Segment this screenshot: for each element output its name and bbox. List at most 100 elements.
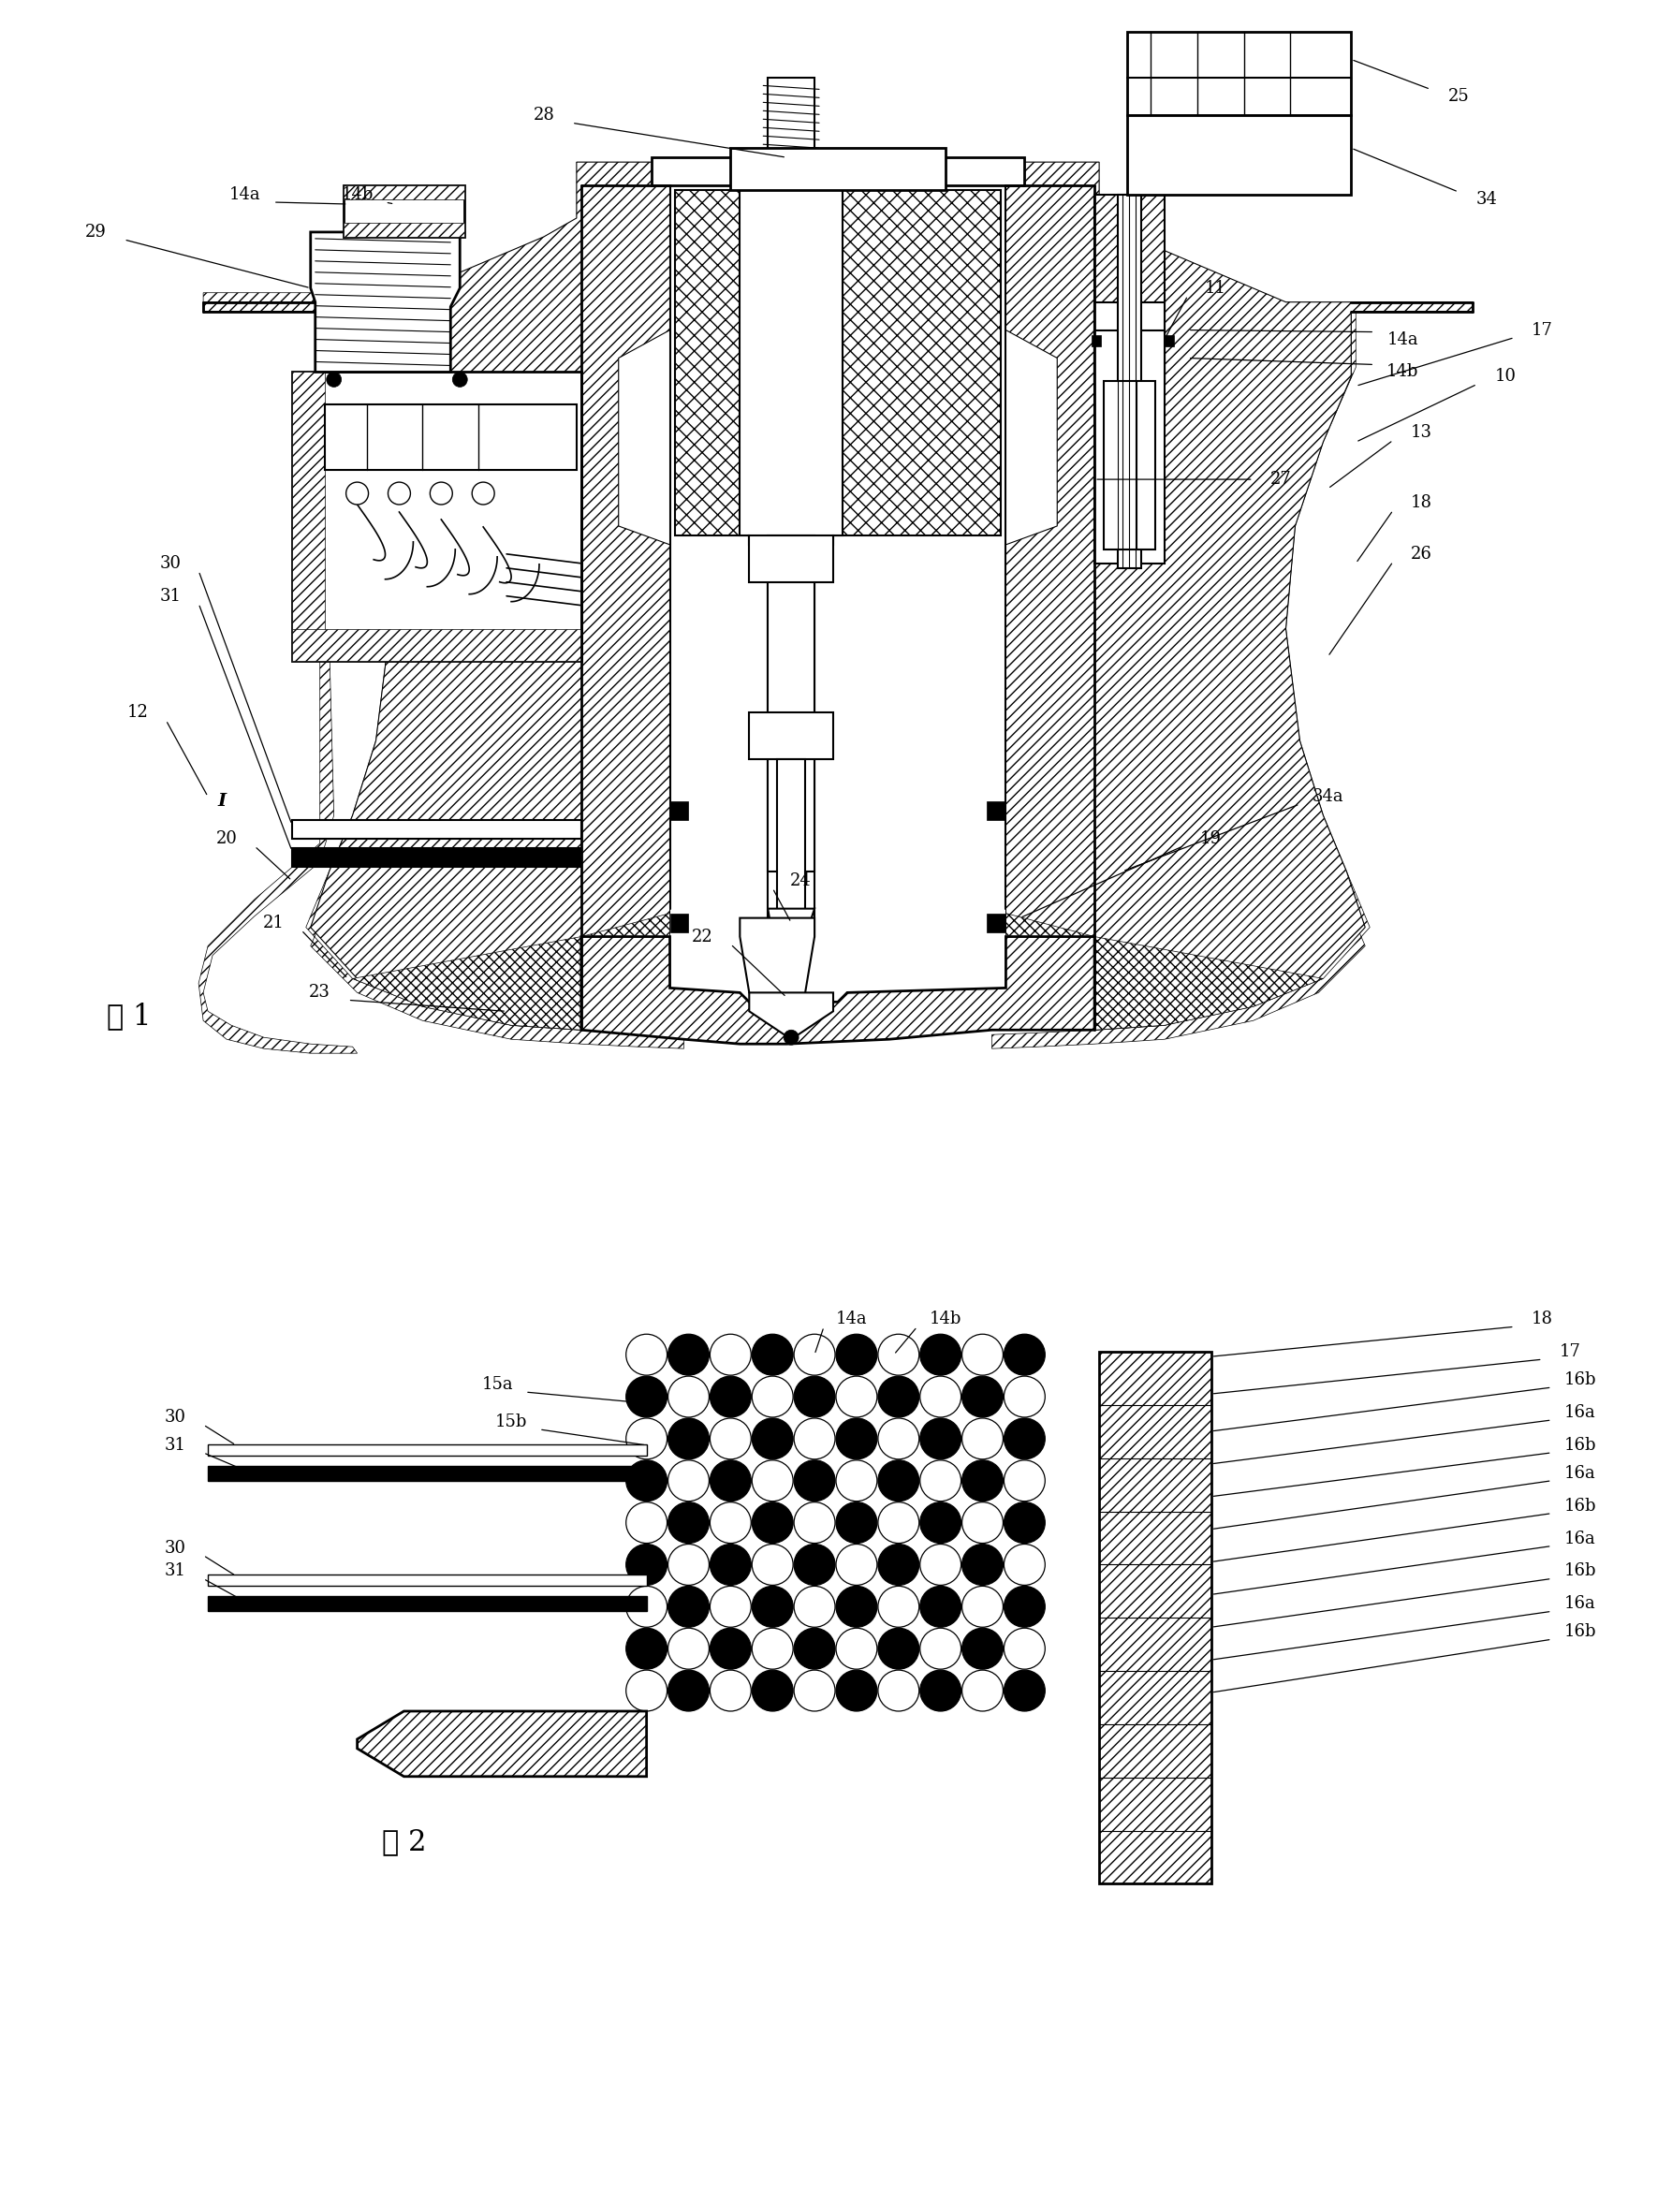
Circle shape — [836, 1418, 878, 1460]
Text: 26: 26 — [1411, 546, 1431, 562]
Polygon shape — [207, 1444, 647, 1455]
Polygon shape — [199, 292, 358, 1053]
Text: 图 1: 图 1 — [107, 1002, 150, 1031]
Polygon shape — [207, 1597, 647, 1610]
Text: 16b: 16b — [1563, 1498, 1597, 1515]
Polygon shape — [1092, 334, 1102, 345]
Text: 16b: 16b — [1563, 1624, 1597, 1641]
Polygon shape — [936, 161, 1323, 1031]
Text: 16b: 16b — [1563, 1562, 1597, 1579]
Circle shape — [961, 1586, 1003, 1628]
Polygon shape — [650, 157, 1025, 170]
Circle shape — [669, 1502, 709, 1544]
Text: 31: 31 — [164, 1562, 186, 1579]
Circle shape — [920, 1334, 961, 1376]
Polygon shape — [670, 914, 689, 931]
Text: 16a: 16a — [1563, 1531, 1595, 1546]
Circle shape — [625, 1376, 667, 1418]
Polygon shape — [1127, 115, 1351, 195]
Circle shape — [752, 1586, 793, 1628]
Polygon shape — [358, 1712, 647, 1776]
Circle shape — [836, 1460, 878, 1502]
Polygon shape — [1119, 195, 1142, 568]
Text: 11: 11 — [1206, 279, 1227, 296]
Polygon shape — [293, 821, 582, 838]
Polygon shape — [749, 712, 833, 759]
Circle shape — [711, 1502, 751, 1544]
Circle shape — [920, 1376, 961, 1418]
Circle shape — [961, 1544, 1003, 1586]
Circle shape — [752, 1376, 793, 1418]
Polygon shape — [991, 303, 1473, 1048]
Circle shape — [836, 1544, 878, 1586]
Circle shape — [1003, 1460, 1045, 1502]
Circle shape — [752, 1502, 793, 1544]
Polygon shape — [1095, 195, 1164, 380]
Circle shape — [784, 1031, 799, 1044]
Circle shape — [669, 1418, 709, 1460]
Text: 17: 17 — [1560, 1343, 1582, 1360]
Polygon shape — [731, 148, 945, 190]
Polygon shape — [749, 535, 833, 582]
Text: 34a: 34a — [1313, 787, 1344, 805]
Circle shape — [625, 1586, 667, 1628]
Circle shape — [920, 1544, 961, 1586]
Circle shape — [961, 1418, 1003, 1460]
Polygon shape — [1095, 330, 1164, 564]
Circle shape — [326, 372, 341, 387]
Circle shape — [878, 1334, 920, 1376]
Circle shape — [794, 1502, 834, 1544]
Polygon shape — [204, 303, 684, 1048]
Circle shape — [752, 1670, 793, 1712]
Polygon shape — [311, 232, 460, 372]
Text: 20: 20 — [216, 830, 237, 847]
Polygon shape — [650, 157, 1025, 186]
Circle shape — [711, 1670, 751, 1712]
Circle shape — [346, 482, 368, 504]
Circle shape — [878, 1376, 920, 1418]
Circle shape — [878, 1586, 920, 1628]
Polygon shape — [1095, 303, 1164, 380]
Circle shape — [878, 1544, 920, 1586]
Polygon shape — [741, 157, 843, 544]
Polygon shape — [207, 1575, 647, 1586]
Text: 14b: 14b — [1386, 363, 1418, 380]
Polygon shape — [293, 847, 582, 867]
Polygon shape — [343, 223, 465, 237]
Circle shape — [711, 1460, 751, 1502]
Text: 16a: 16a — [1563, 1595, 1595, 1613]
Circle shape — [1003, 1628, 1045, 1670]
Text: 16b: 16b — [1563, 1438, 1597, 1453]
Polygon shape — [749, 190, 833, 535]
Text: I: I — [217, 792, 226, 810]
Text: 14a: 14a — [836, 1312, 868, 1327]
Circle shape — [961, 1460, 1003, 1502]
Polygon shape — [749, 157, 833, 232]
Circle shape — [711, 1376, 751, 1418]
Polygon shape — [293, 628, 582, 661]
Circle shape — [1003, 1418, 1045, 1460]
Polygon shape — [767, 157, 814, 936]
Circle shape — [711, 1418, 751, 1460]
Polygon shape — [986, 914, 1007, 931]
Text: 14b: 14b — [341, 186, 373, 204]
Text: 25: 25 — [1448, 88, 1470, 106]
Text: 28: 28 — [533, 106, 555, 124]
Circle shape — [453, 372, 468, 387]
Circle shape — [752, 1334, 793, 1376]
Circle shape — [836, 1334, 878, 1376]
Text: 27: 27 — [1271, 471, 1292, 489]
Circle shape — [711, 1334, 751, 1376]
Polygon shape — [1164, 334, 1174, 345]
Circle shape — [711, 1628, 751, 1670]
Circle shape — [625, 1628, 667, 1670]
Polygon shape — [731, 148, 945, 161]
Text: 18: 18 — [1411, 493, 1431, 511]
Circle shape — [794, 1376, 834, 1418]
Circle shape — [836, 1670, 878, 1712]
Circle shape — [920, 1586, 961, 1628]
Circle shape — [669, 1670, 709, 1712]
Circle shape — [625, 1334, 667, 1376]
Circle shape — [836, 1376, 878, 1418]
Polygon shape — [343, 186, 465, 199]
